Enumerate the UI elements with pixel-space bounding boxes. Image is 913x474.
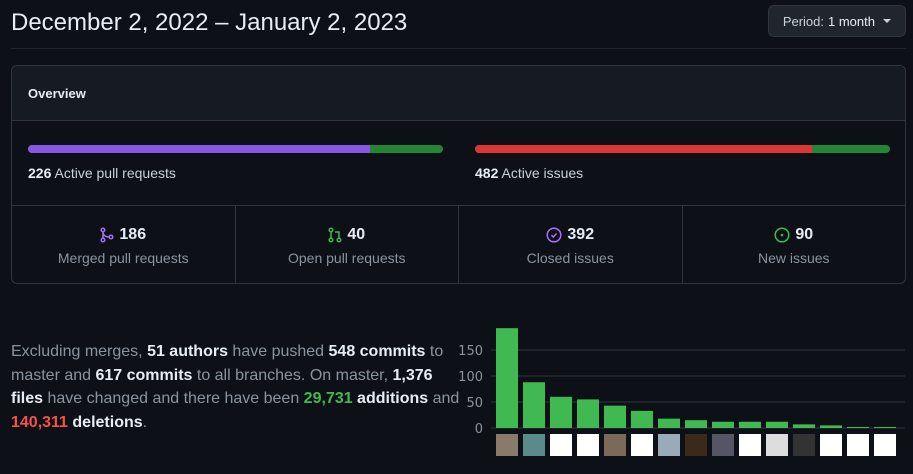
- bar: [658, 418, 680, 428]
- bar: [739, 421, 761, 428]
- bar: [820, 425, 842, 428]
- stat-open-prs[interactable]: 40 Open pull requests: [236, 206, 459, 283]
- bar: [577, 399, 599, 428]
- overview-title: Overview: [12, 66, 905, 121]
- author-avatar: [523, 434, 545, 456]
- author-avatar: [685, 434, 707, 456]
- stat-value: 186: [119, 226, 147, 243]
- authors-count: 51 authors: [147, 343, 228, 360]
- y-tick-label: 50: [466, 396, 483, 411]
- active-issues-count: 482: [475, 165, 499, 181]
- pull-requests-progress-bar: [28, 145, 443, 153]
- git-pull-request-icon: [328, 227, 342, 243]
- active-issues-label: Active issues: [501, 165, 584, 181]
- active-pr-label: Active pull requests: [54, 165, 176, 181]
- deletions-count: 140,311: [11, 413, 68, 431]
- period-dropdown[interactable]: Period: 1 month: [767, 5, 906, 37]
- commit-summary: Excluding merges, 51 authors have pushed…: [11, 343, 460, 431]
- y-tick-label: 150: [458, 344, 483, 359]
- bar: [550, 396, 572, 428]
- stat-value: 392: [567, 226, 595, 243]
- stat-value: 40: [347, 226, 366, 243]
- y-tick-label: 100: [458, 370, 483, 385]
- issue-opened-icon: [774, 227, 790, 243]
- stat-label: Merged pull requests: [57, 250, 189, 266]
- issues-progress-bar: [475, 145, 890, 153]
- y-tick-label: 0: [475, 422, 483, 437]
- all-commits-count: 617 commits: [95, 366, 193, 384]
- author-avatar: [631, 434, 653, 456]
- files-count: 1,376 files: [11, 366, 433, 408]
- bar: [712, 421, 734, 428]
- issue-closed-icon: [546, 227, 562, 243]
- stat-value: 90: [795, 226, 814, 243]
- stat-label: New issues: [757, 250, 830, 266]
- overview-panel: Overview 226 Active pull requests 482 Ac…: [11, 65, 906, 284]
- author-avatar: [766, 434, 788, 456]
- period-label: Period:: [782, 13, 825, 29]
- author-avatar: [658, 434, 680, 456]
- bar: [847, 426, 869, 428]
- author-avatar: [604, 434, 626, 456]
- author-avatar: [874, 434, 896, 456]
- bar: [631, 410, 653, 428]
- bar: [874, 426, 896, 428]
- stat-new-issues[interactable]: 90 New issues: [683, 206, 906, 283]
- active-issues[interactable]: 482 Active issues: [475, 165, 583, 181]
- bar: [766, 421, 788, 428]
- author-avatar: [793, 434, 815, 456]
- stat-merged-prs[interactable]: 186 Merged pull requests: [12, 206, 236, 283]
- author-avatar: [739, 434, 761, 456]
- stat-closed-issues[interactable]: 392 Closed issues: [459, 206, 683, 283]
- author-avatar: [820, 434, 842, 456]
- bar: [496, 328, 518, 428]
- author-avatar: [847, 434, 869, 456]
- bar: [604, 405, 626, 428]
- additions-count: 29,731: [303, 390, 353, 407]
- contributors-chart: 0 50 100 150: [458, 328, 905, 456]
- stat-label: Open pull requests: [287, 250, 406, 266]
- commits-count: 548 commits: [328, 343, 426, 360]
- stat-label: Closed issues: [526, 250, 614, 266]
- bar: [793, 424, 815, 428]
- active-pr-count: 226: [28, 165, 52, 181]
- bar: [685, 420, 707, 428]
- page-title: December 2, 2022 – January 2, 2023: [11, 9, 408, 36]
- author-avatar: [577, 434, 599, 456]
- git-merge-icon: [100, 227, 114, 243]
- author-avatar: [496, 434, 518, 456]
- author-avatar: [550, 434, 572, 456]
- bar: [523, 382, 545, 428]
- author-avatar: [712, 434, 734, 456]
- header: December 2, 2022 – January 2, 2023 Perio…: [11, 0, 906, 49]
- caret-down-icon: [883, 19, 891, 23]
- period-value: 1 month: [828, 13, 875, 29]
- active-pull-requests[interactable]: 226 Active pull requests: [28, 165, 176, 181]
